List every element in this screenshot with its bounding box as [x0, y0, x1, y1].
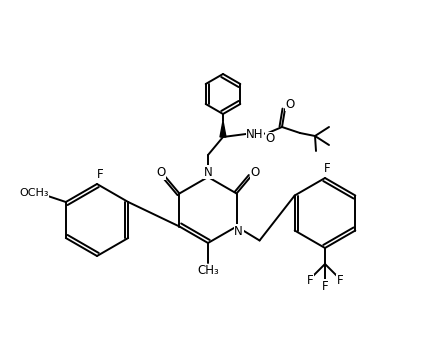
Text: N: N: [203, 166, 212, 179]
Text: NH: NH: [246, 127, 264, 140]
Text: F: F: [321, 280, 328, 293]
Text: O: O: [286, 97, 295, 110]
Polygon shape: [220, 121, 226, 137]
Text: F: F: [337, 275, 343, 287]
Text: F: F: [97, 168, 103, 181]
Text: OCH₃: OCH₃: [19, 188, 49, 198]
Text: F: F: [324, 162, 330, 175]
Text: F: F: [307, 275, 313, 287]
Text: O: O: [157, 166, 166, 179]
Text: CH₃: CH₃: [197, 264, 219, 277]
Text: N: N: [234, 225, 243, 238]
Text: O: O: [265, 132, 275, 145]
Text: O: O: [250, 166, 259, 179]
